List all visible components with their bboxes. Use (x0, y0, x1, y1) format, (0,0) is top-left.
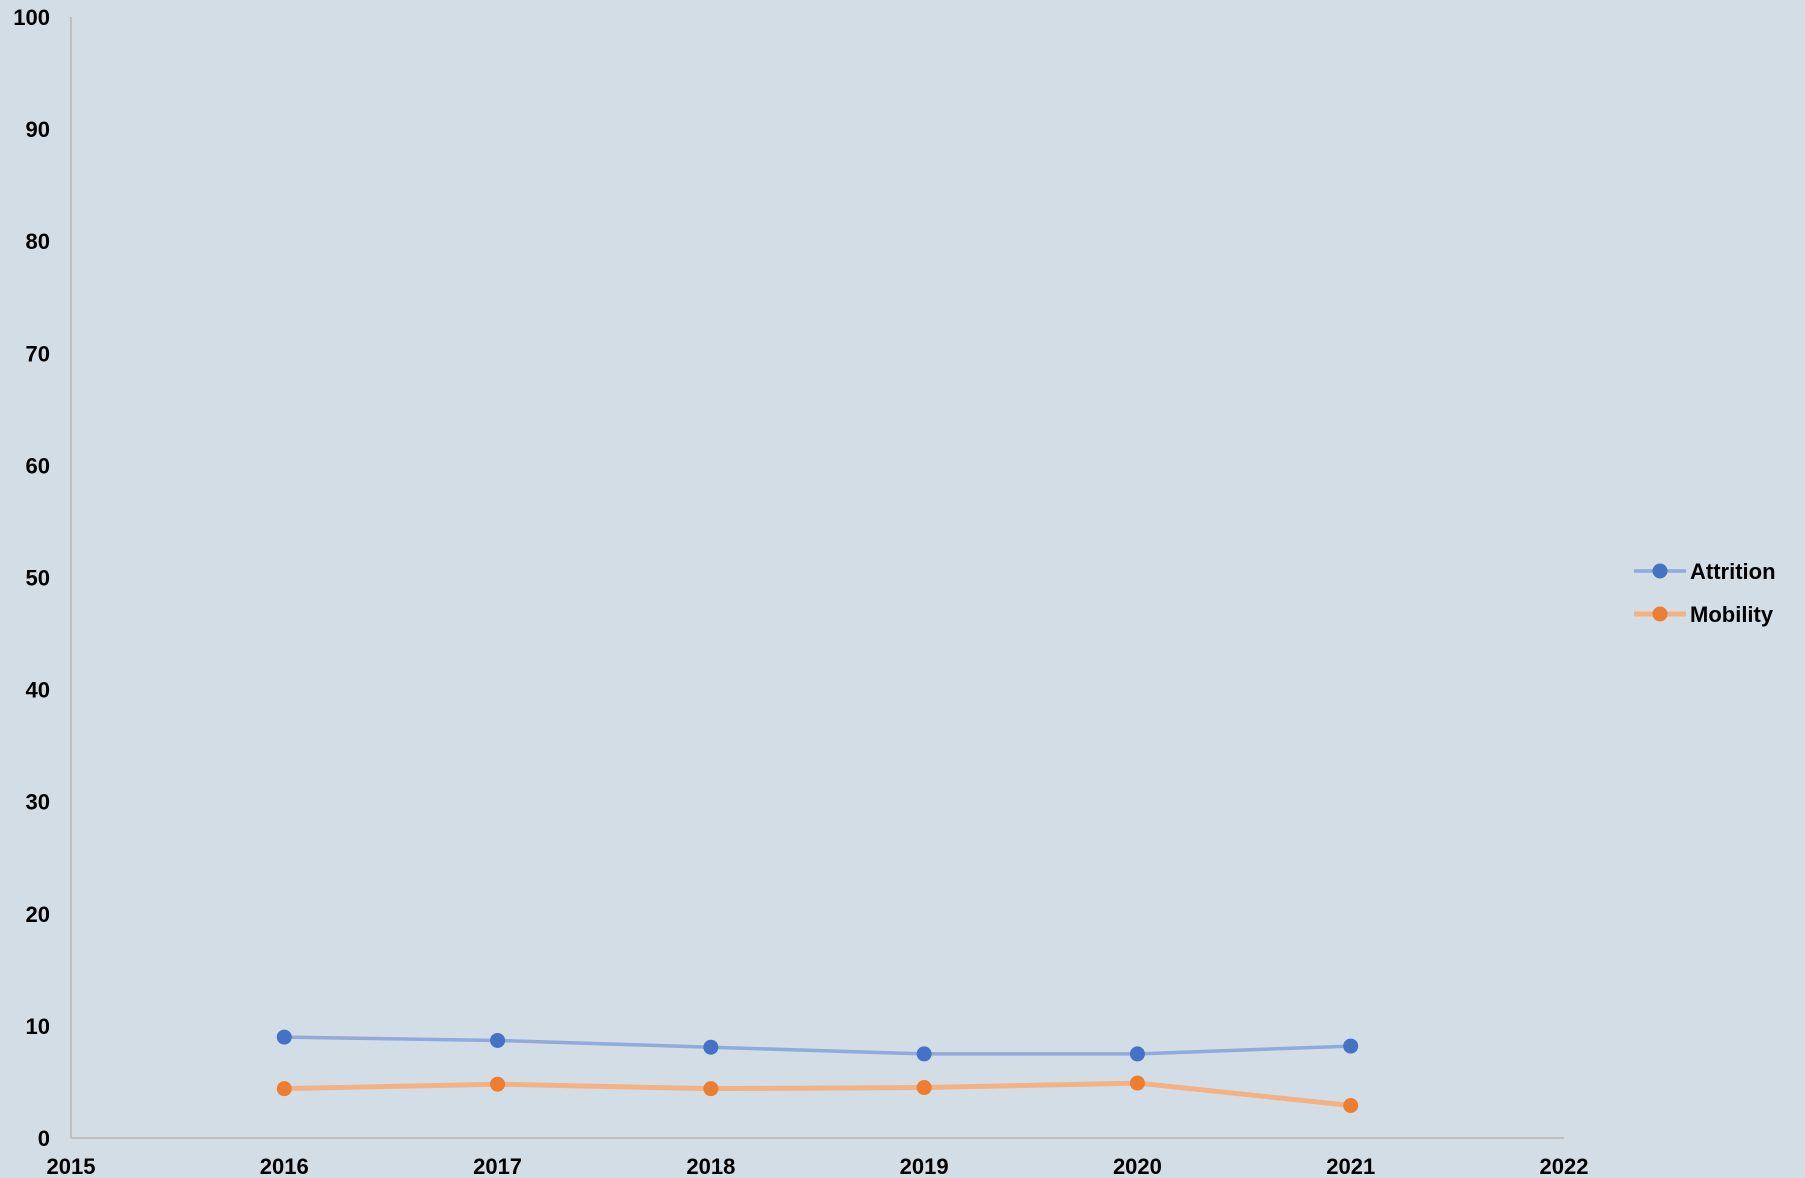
series-attrition (276, 1029, 1359, 1062)
series-mobility (276, 1075, 1359, 1113)
x-tick-label: 2018 (686, 1154, 735, 1178)
x-tick-label: 2015 (47, 1154, 96, 1178)
legend-label-attrition: Attrition (1690, 559, 1776, 584)
data-point-attrition (276, 1029, 292, 1045)
legend-marker-attrition (1652, 563, 1668, 579)
x-tick-label: 2020 (1113, 1154, 1162, 1178)
legend-label-mobility: Mobility (1690, 602, 1774, 627)
axes: 0 10 20 30 40 50 60 70 80 90 100 2015 2016 2017 2018 20… (13, 5, 1588, 1178)
legend-marker-mobility (1652, 606, 1668, 622)
y-tick-label: 30 (26, 790, 50, 815)
data-point-mobility (490, 1076, 506, 1092)
data-point-attrition (703, 1039, 719, 1055)
x-tick-label: 2016 (260, 1154, 309, 1178)
data-point-mobility (1343, 1097, 1359, 1113)
x-tick-label: 2021 (1326, 1154, 1375, 1178)
y-tick-label: 70 (26, 341, 50, 366)
y-tick-label: 50 (26, 566, 50, 591)
y-tick-label: 0 (38, 1126, 50, 1151)
y-tick-label: 20 (26, 902, 50, 927)
legend: Attrition Mobility (1634, 559, 1776, 627)
x-tick-label: 2022 (1540, 1154, 1589, 1178)
legend-item-mobility: Mobility (1634, 602, 1774, 627)
y-tick-label: 40 (26, 678, 50, 703)
y-tick-label: 60 (26, 453, 50, 478)
y-tick-label: 90 (26, 117, 50, 142)
data-point-mobility (1129, 1075, 1145, 1091)
data-point-mobility (276, 1081, 292, 1097)
data-point-attrition (916, 1046, 932, 1062)
data-point-mobility (703, 1081, 719, 1097)
data-point-mobility (916, 1080, 932, 1096)
y-tick-label: 100 (13, 5, 50, 30)
series-line-attrition (282, 1035, 1353, 1056)
series-line-mobility (281, 1080, 1354, 1108)
y-tick-label: 80 (26, 229, 50, 254)
data-point-attrition (490, 1032, 506, 1048)
data-point-attrition (1129, 1046, 1145, 1062)
x-tick-label: 2019 (900, 1154, 949, 1178)
legend-item-attrition: Attrition (1634, 559, 1776, 584)
y-tick-label: 10 (26, 1014, 50, 1039)
data-point-attrition (1343, 1038, 1359, 1054)
series-layer (276, 1029, 1359, 1113)
x-tick-label: 2017 (473, 1154, 522, 1178)
